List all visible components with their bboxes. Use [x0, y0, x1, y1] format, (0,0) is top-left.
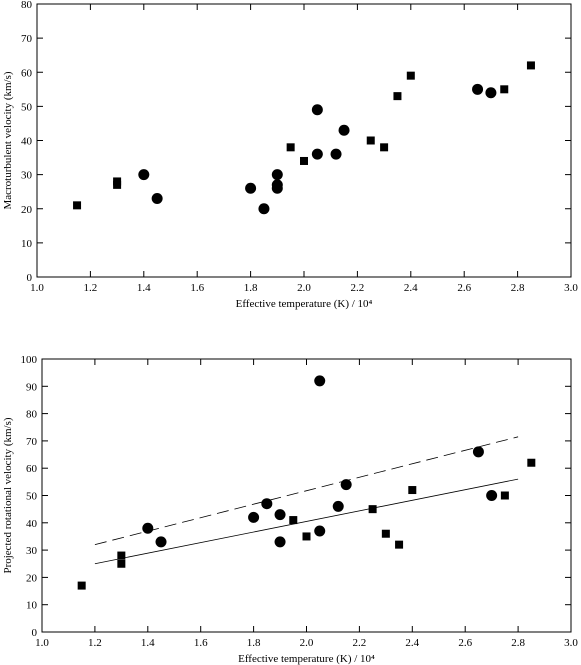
- y-tick-label: 90: [26, 381, 38, 393]
- square-point: [366, 136, 375, 145]
- y-tick-label: 40: [21, 136, 33, 148]
- circle-point: [311, 104, 323, 116]
- y-tick-label: 60: [21, 67, 33, 79]
- x-tick-label: 2.4: [404, 282, 418, 294]
- square-point: [286, 143, 295, 152]
- y-axis-label: Projected rotational velocity (km/s): [2, 417, 14, 573]
- plot-frame: [36, 3, 572, 278]
- square-point: [113, 180, 122, 189]
- y-tick-label: 80: [26, 409, 38, 421]
- square-point: [289, 516, 298, 525]
- y-tick-label: 0: [27, 272, 33, 284]
- x-tick-label: 3.0: [564, 282, 578, 294]
- x-tick-label: 2.8: [511, 282, 525, 294]
- square-point: [395, 540, 404, 549]
- square-point: [302, 532, 311, 541]
- y-tick-label: 30: [26, 545, 38, 557]
- x-tick-label: 1.8: [244, 282, 258, 294]
- square-point: [300, 156, 308, 165]
- circle-point: [472, 446, 484, 458]
- fit-line: [94, 436, 519, 546]
- x-tick-label: 1.4: [137, 282, 151, 294]
- square-point: [380, 143, 389, 152]
- y-tick-label: 0: [32, 627, 38, 639]
- circle-point: [274, 509, 286, 521]
- circle-point: [314, 525, 326, 537]
- circle-point: [245, 182, 257, 194]
- y-tick-label: 50: [21, 101, 33, 113]
- x-tick-label: 2.8: [511, 637, 525, 649]
- circle-point: [138, 169, 150, 181]
- circle-point: [330, 148, 342, 160]
- circle-point: [486, 490, 498, 501]
- x-axis-label: Effective temperature (K) / 10⁴: [238, 653, 375, 665]
- square-point: [526, 61, 535, 70]
- x-tick-label: 1.0: [35, 637, 49, 649]
- y-tick-label: 40: [26, 518, 38, 530]
- x-tick-label: 1.0: [30, 282, 44, 294]
- y-tick-label: 20: [21, 204, 33, 216]
- square-point: [77, 581, 86, 590]
- x-tick-label: 2.0: [297, 282, 311, 294]
- y-tick-label: 20: [26, 572, 38, 584]
- x-tick-label: 1.8: [247, 637, 261, 649]
- y-tick-label: 70: [21, 33, 33, 45]
- circle-point: [271, 182, 283, 194]
- x-tick-label: 1.6: [194, 637, 208, 649]
- circle-point: [485, 87, 497, 99]
- circle-point: [332, 500, 344, 512]
- square-point: [73, 201, 82, 210]
- x-axis-label: Effective temperature (K) / 10⁴: [236, 298, 373, 310]
- x-tick-label: 2.0: [300, 637, 314, 649]
- x-tick-label: 2.2: [353, 637, 367, 649]
- circle-point: [261, 498, 273, 510]
- x-tick-label: 1.2: [88, 637, 102, 649]
- square-point: [408, 486, 417, 495]
- y-tick-label: 10: [21, 238, 33, 250]
- circle-point: [151, 193, 163, 205]
- fit-line: [94, 478, 519, 565]
- square-point: [500, 85, 509, 94]
- x-tick-label: 2.6: [458, 637, 472, 649]
- x-tick-label: 2.2: [351, 282, 365, 294]
- y-tick-label: 60: [26, 463, 38, 475]
- square-point: [117, 551, 126, 560]
- circle-point: [258, 203, 270, 215]
- circle-point: [248, 511, 260, 523]
- circle-point: [311, 148, 323, 160]
- square-point: [381, 529, 390, 538]
- x-tick-label: 1.4: [141, 637, 155, 649]
- x-tick-label: 2.4: [405, 637, 419, 649]
- square-point: [393, 92, 402, 101]
- x-tick-label: 3.0: [564, 637, 578, 649]
- circle-point: [274, 536, 286, 548]
- x-tick-label: 1.2: [84, 282, 98, 294]
- circle-point: [271, 169, 283, 181]
- circle-point: [142, 522, 154, 534]
- x-tick-label: 2.6: [457, 282, 471, 294]
- y-tick-label: 10: [26, 600, 38, 612]
- square-point: [368, 505, 377, 514]
- square-point: [117, 559, 126, 568]
- circle-point: [340, 479, 352, 491]
- y-tick-label: 50: [26, 491, 38, 503]
- circle-point: [155, 536, 167, 548]
- square-point: [527, 458, 536, 467]
- circle-point: [472, 83, 484, 95]
- square-point: [500, 491, 509, 500]
- circle-point: [314, 375, 326, 387]
- square-point: [406, 71, 415, 80]
- y-tick-label: 30: [21, 170, 33, 182]
- y-tick-label: 100: [21, 354, 38, 366]
- y-tick-label: 70: [26, 436, 38, 448]
- y-axis-label: Macroturbulent velocity (km/s): [2, 71, 14, 209]
- circle-point: [338, 124, 350, 136]
- x-tick-label: 1.6: [190, 282, 204, 294]
- y-tick-label: 80: [21, 0, 33, 11]
